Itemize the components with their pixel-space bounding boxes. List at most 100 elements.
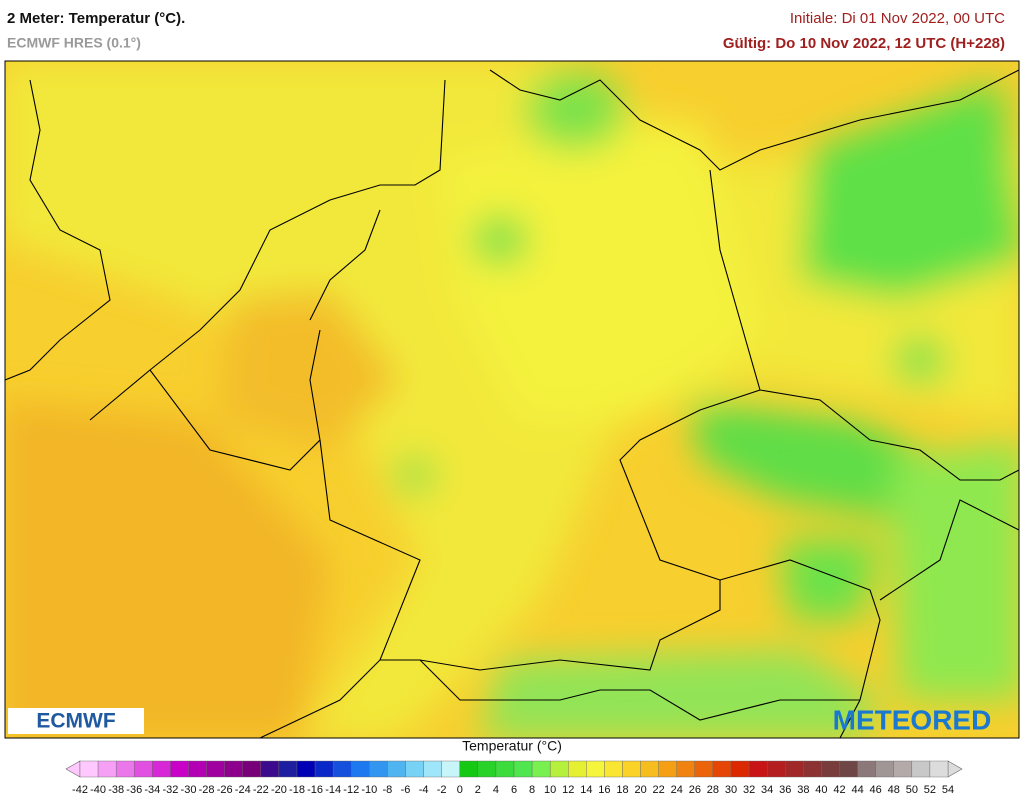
legend-swatch: [314, 760, 334, 778]
legend-swatch: [586, 760, 605, 778]
legend-swatch: [803, 760, 822, 778]
model-name: ECMWF HRES (0.1°): [7, 35, 141, 51]
legend-tick-label: 28: [707, 784, 719, 796]
legend-tick-label: -22: [253, 784, 269, 796]
legend-swatch: [170, 760, 189, 778]
legend-tick-label: 38: [797, 784, 809, 796]
legend-tick-label: -14: [325, 784, 341, 796]
legend-tick-label: 34: [761, 784, 773, 796]
legend-swatch: [766, 760, 786, 778]
legend-tick-label: -32: [162, 784, 178, 796]
legend-tick-label: 44: [851, 784, 863, 796]
legend-tick-label: 26: [689, 784, 701, 796]
legend-tick-label: 0: [457, 784, 463, 796]
legend-swatch: [821, 760, 840, 778]
logo-left: ECMWF: [36, 710, 115, 733]
map-frame: [4, 60, 1020, 739]
legend-swatch: [875, 760, 894, 778]
legend-swatch: [441, 760, 460, 778]
legend-tick-label: -42: [72, 784, 88, 796]
legend-tick-label: -20: [271, 784, 287, 796]
legend-tick-label: 12: [562, 784, 574, 796]
legend-title: Temperatur (°C): [462, 738, 562, 754]
legend-swatch: [857, 760, 876, 778]
legend-swatch: [676, 760, 696, 778]
legend-tick-label: -2: [437, 784, 447, 796]
legend-swatch: [260, 760, 280, 778]
legend-swatch: [568, 760, 587, 778]
legend-tick-label: -8: [383, 784, 393, 796]
legend-swatch: [839, 760, 858, 778]
legend-swatch: [658, 760, 677, 778]
legend-swatch: [332, 760, 352, 778]
legend-tick-label: 30: [725, 784, 737, 796]
legend-swatch: [622, 760, 641, 778]
legend-swatch: [242, 760, 262, 778]
legend-tick-label: -26: [217, 784, 233, 796]
legend-swatch: [911, 760, 931, 778]
legend-swatch: [604, 760, 623, 778]
legend-tick-label: 52: [924, 784, 936, 796]
logo-left-box: [8, 708, 144, 734]
legend-tick-label: 10: [544, 784, 556, 796]
legend-swatch: [929, 760, 949, 778]
legend-swatch: [278, 760, 298, 778]
legend-tick-label: -10: [361, 784, 377, 796]
legend-swatch: [477, 760, 497, 778]
legend-swatch: [405, 760, 424, 778]
map: [5, 61, 1019, 738]
legend-tick-label: -34: [144, 784, 160, 796]
legend-swatch: [730, 760, 750, 778]
border-pl-cz: [759, 389, 1019, 481]
legend-tick-label: 22: [653, 784, 665, 796]
legend-tick-label: -12: [343, 784, 359, 796]
legend-swatch: [785, 760, 804, 778]
legend-swatch: [748, 760, 768, 778]
legend-tick-label: 40: [815, 784, 827, 796]
legend-swatch: [97, 760, 117, 778]
legend-tick-label: 6: [511, 784, 517, 796]
border-sk: [879, 499, 1019, 601]
legend-tick-label: -24: [235, 784, 251, 796]
title: 2 Meter: Temperatur (°C).: [7, 10, 185, 27]
init-time: Initiale: Di 01 Nov 2022, 00 UTC: [790, 10, 1005, 27]
legend-swatch: [206, 760, 225, 778]
border-alps: [419, 659, 860, 721]
legend-swatch: [296, 760, 316, 778]
legend-swatch: [115, 760, 135, 778]
legend: -42 -40 -38 -36 -34 -32 -30 -28 -26 -24 -22 -20 -18-…: [65, 760, 963, 796]
legend-tick-label: 4: [493, 784, 499, 796]
legend-tick-label: -38: [108, 784, 124, 796]
legend-arrow-high: [947, 760, 963, 778]
legend-tick-label: -30: [181, 784, 197, 796]
legend-swatch: [423, 760, 442, 778]
legend-swatch: [387, 760, 406, 778]
legend-tick-label: -18: [289, 784, 305, 796]
border-be: [149, 329, 321, 471]
legend-tick-label: -4: [419, 784, 429, 796]
legend-swatch: [459, 760, 479, 778]
legend-tick-label: 32: [743, 784, 755, 796]
legend-tick-label: 18: [616, 784, 628, 796]
legend-swatch: [640, 760, 659, 778]
legend-tick-label: 2: [475, 784, 481, 796]
legend-swatch: [531, 760, 551, 778]
border-nl: [309, 209, 381, 321]
legend-tick-label: -36: [126, 784, 142, 796]
legend-swatch: [495, 760, 515, 778]
border-fr: [259, 439, 421, 738]
legend-tick-label: -6: [401, 784, 411, 796]
legend-swatch: [134, 760, 153, 778]
legend-swatch: [694, 760, 714, 778]
legend-swatch: [549, 760, 569, 778]
legend-swatch: [79, 760, 99, 778]
legend-swatch: [369, 760, 388, 778]
coastline-uk: [5, 79, 111, 381]
legend-tick-label: 14: [580, 784, 592, 796]
legend-swatch: [513, 760, 533, 778]
coastline-baltic: [489, 69, 1019, 171]
legend-swatch: [152, 760, 171, 778]
border-de: [380, 169, 761, 671]
legend-tick-label: 48: [888, 784, 900, 796]
